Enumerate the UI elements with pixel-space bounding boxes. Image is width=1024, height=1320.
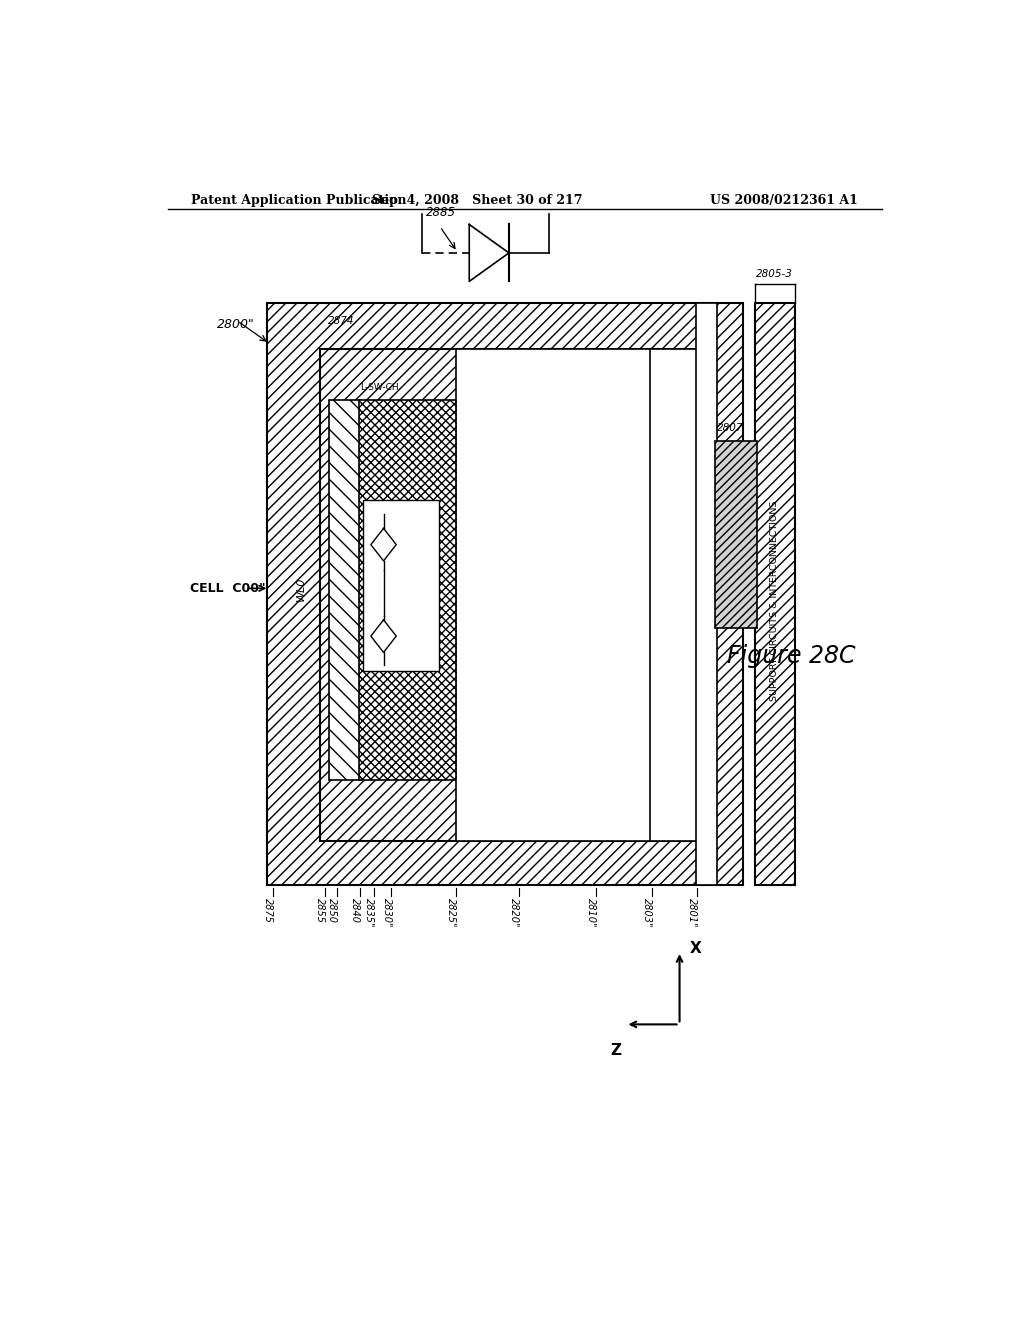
Bar [755, 302, 795, 886]
Text: 2885: 2885 [426, 206, 456, 219]
Bar [715, 441, 757, 628]
Text: 2803": 2803" [642, 899, 652, 928]
Text: 2801": 2801" [687, 899, 697, 928]
Text: WL0: WL0 [296, 576, 306, 601]
Text: Z: Z [610, 1043, 622, 1057]
Text: 2821: 2821 [517, 362, 544, 372]
Text: 2840: 2840 [350, 899, 359, 923]
Text: 2835": 2835" [364, 899, 374, 928]
Bar [321, 350, 699, 841]
Bar [359, 400, 458, 780]
Text: X: X [690, 941, 701, 956]
Text: Patent Application Publication: Patent Application Publication [191, 194, 407, 207]
Text: 2820": 2820" [509, 899, 519, 928]
Text: L-SW-CH: L-SW-CH [360, 383, 399, 392]
Text: US 2008/0212361 A1: US 2008/0212361 A1 [711, 194, 858, 207]
Text: 2805-3: 2805-3 [757, 269, 794, 280]
Bar [362, 500, 439, 671]
Bar [267, 302, 743, 886]
Text: 2800": 2800" [217, 318, 255, 331]
Text: 2850: 2850 [327, 899, 337, 923]
Bar [321, 350, 699, 841]
Text: BL0: BL0 [669, 723, 679, 742]
Bar [650, 350, 697, 841]
Bar [456, 350, 652, 841]
Text: Sep. 4, 2008   Sheet 30 of 217: Sep. 4, 2008 Sheet 30 of 217 [372, 194, 583, 207]
Text: CELL  C00": CELL C00" [189, 582, 265, 595]
Bar [715, 441, 757, 628]
Text: 2874: 2874 [328, 315, 354, 326]
Text: SUPPORT CIRCUITS & INTERCONNECTIONS: SUPPORT CIRCUITS & INTERCONNECTIONS [770, 500, 779, 701]
Text: 2845: 2845 [339, 733, 366, 743]
Text: Insulator: Insulator [701, 635, 712, 678]
Text: 2807: 2807 [717, 422, 743, 433]
Bar [456, 350, 652, 841]
Text: N Poly: N Poly [549, 594, 559, 627]
Bar [755, 302, 795, 886]
Text: 2875: 2875 [263, 899, 273, 923]
Text: 2855: 2855 [314, 899, 325, 923]
Text: Figure 28C: Figure 28C [727, 644, 856, 668]
Text: 2865: 2865 [336, 434, 362, 445]
Text: 2825": 2825" [445, 899, 456, 928]
Text: 2830": 2830" [382, 899, 391, 928]
Bar [267, 302, 743, 886]
Bar [329, 400, 360, 780]
Bar [329, 400, 360, 780]
Bar [359, 400, 458, 780]
Text: 2810": 2810" [586, 899, 596, 928]
Text: N+ Poly: N+ Poly [402, 591, 413, 630]
Bar [696, 302, 717, 886]
